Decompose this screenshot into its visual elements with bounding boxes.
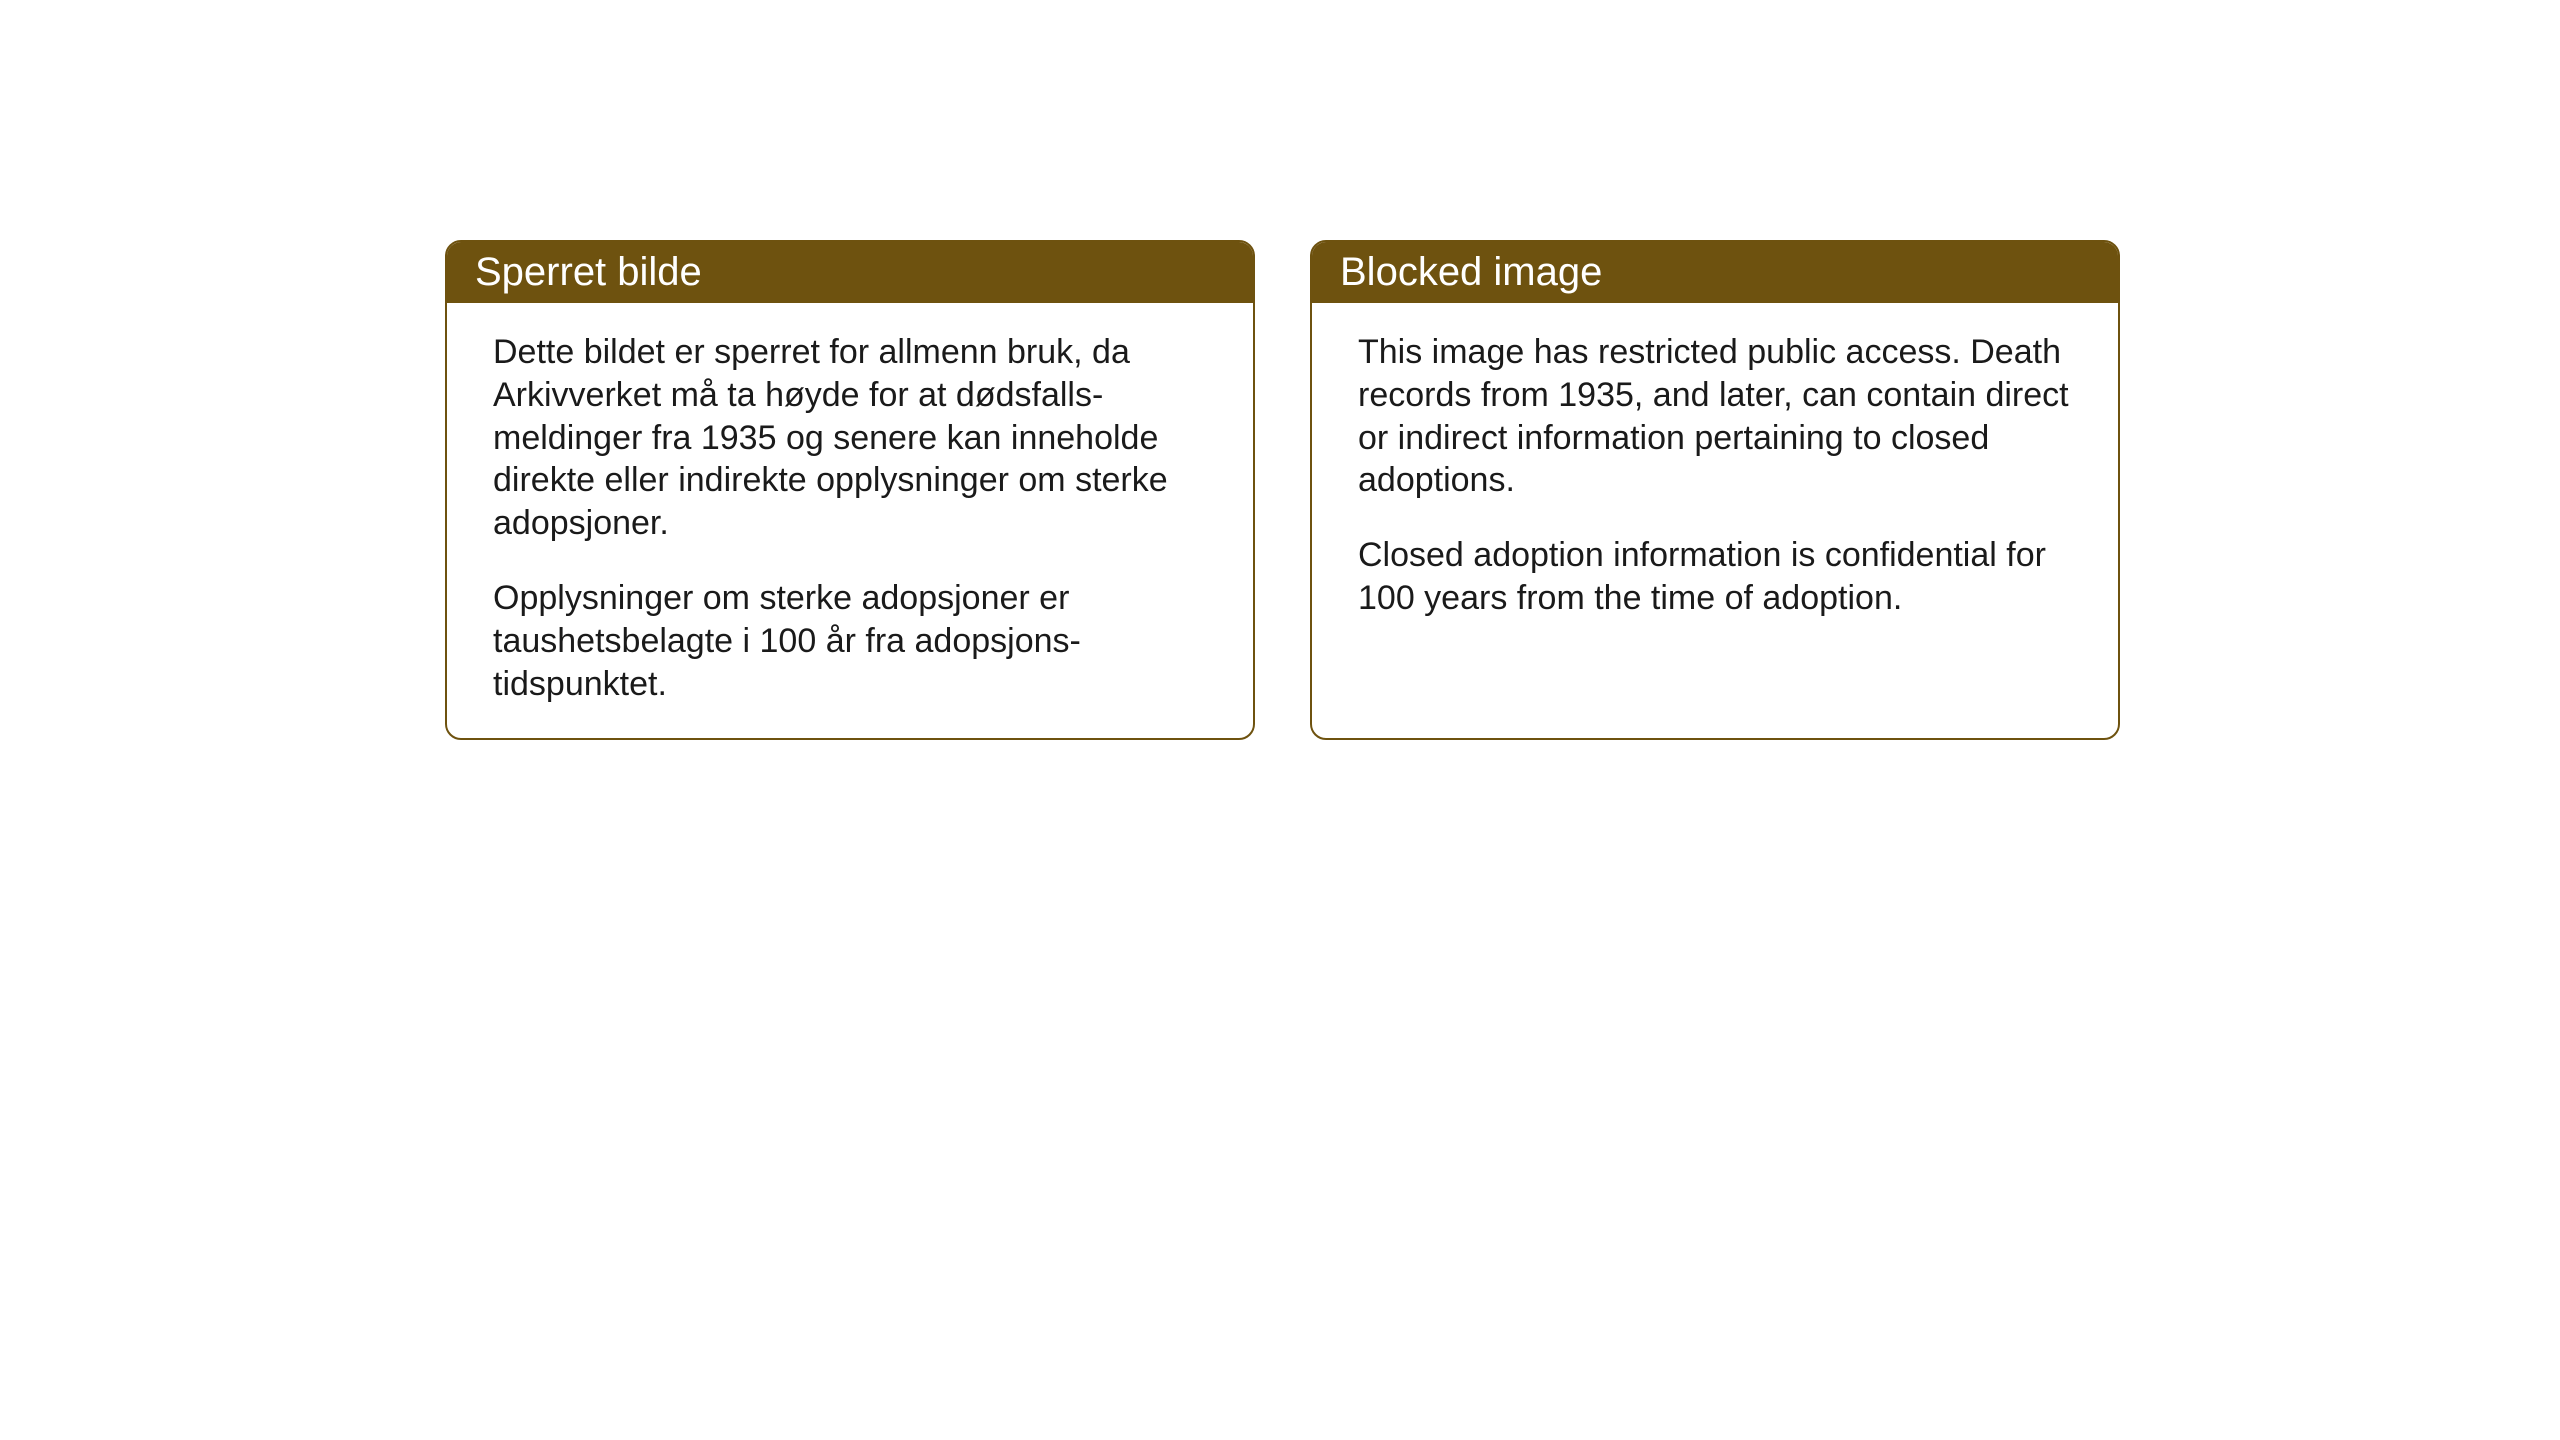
notice-box-norwegian: Sperret bilde Dette bildet er sperret fo…: [445, 240, 1255, 740]
notice-paragraph: Dette bildet er sperret for allmenn bruk…: [493, 331, 1207, 545]
notice-title-norwegian: Sperret bilde: [447, 242, 1253, 303]
notice-body-english: This image has restricted public access.…: [1312, 303, 2118, 652]
notice-container: Sperret bilde Dette bildet er sperret fo…: [445, 240, 2120, 740]
notice-title-english: Blocked image: [1312, 242, 2118, 303]
notice-paragraph: Closed adoption information is confident…: [1358, 534, 2072, 620]
notice-body-norwegian: Dette bildet er sperret for allmenn bruk…: [447, 303, 1253, 738]
notice-paragraph: Opplysninger om sterke adopsjoner er tau…: [493, 577, 1207, 705]
notice-paragraph: This image has restricted public access.…: [1358, 331, 2072, 502]
notice-box-english: Blocked image This image has restricted …: [1310, 240, 2120, 740]
